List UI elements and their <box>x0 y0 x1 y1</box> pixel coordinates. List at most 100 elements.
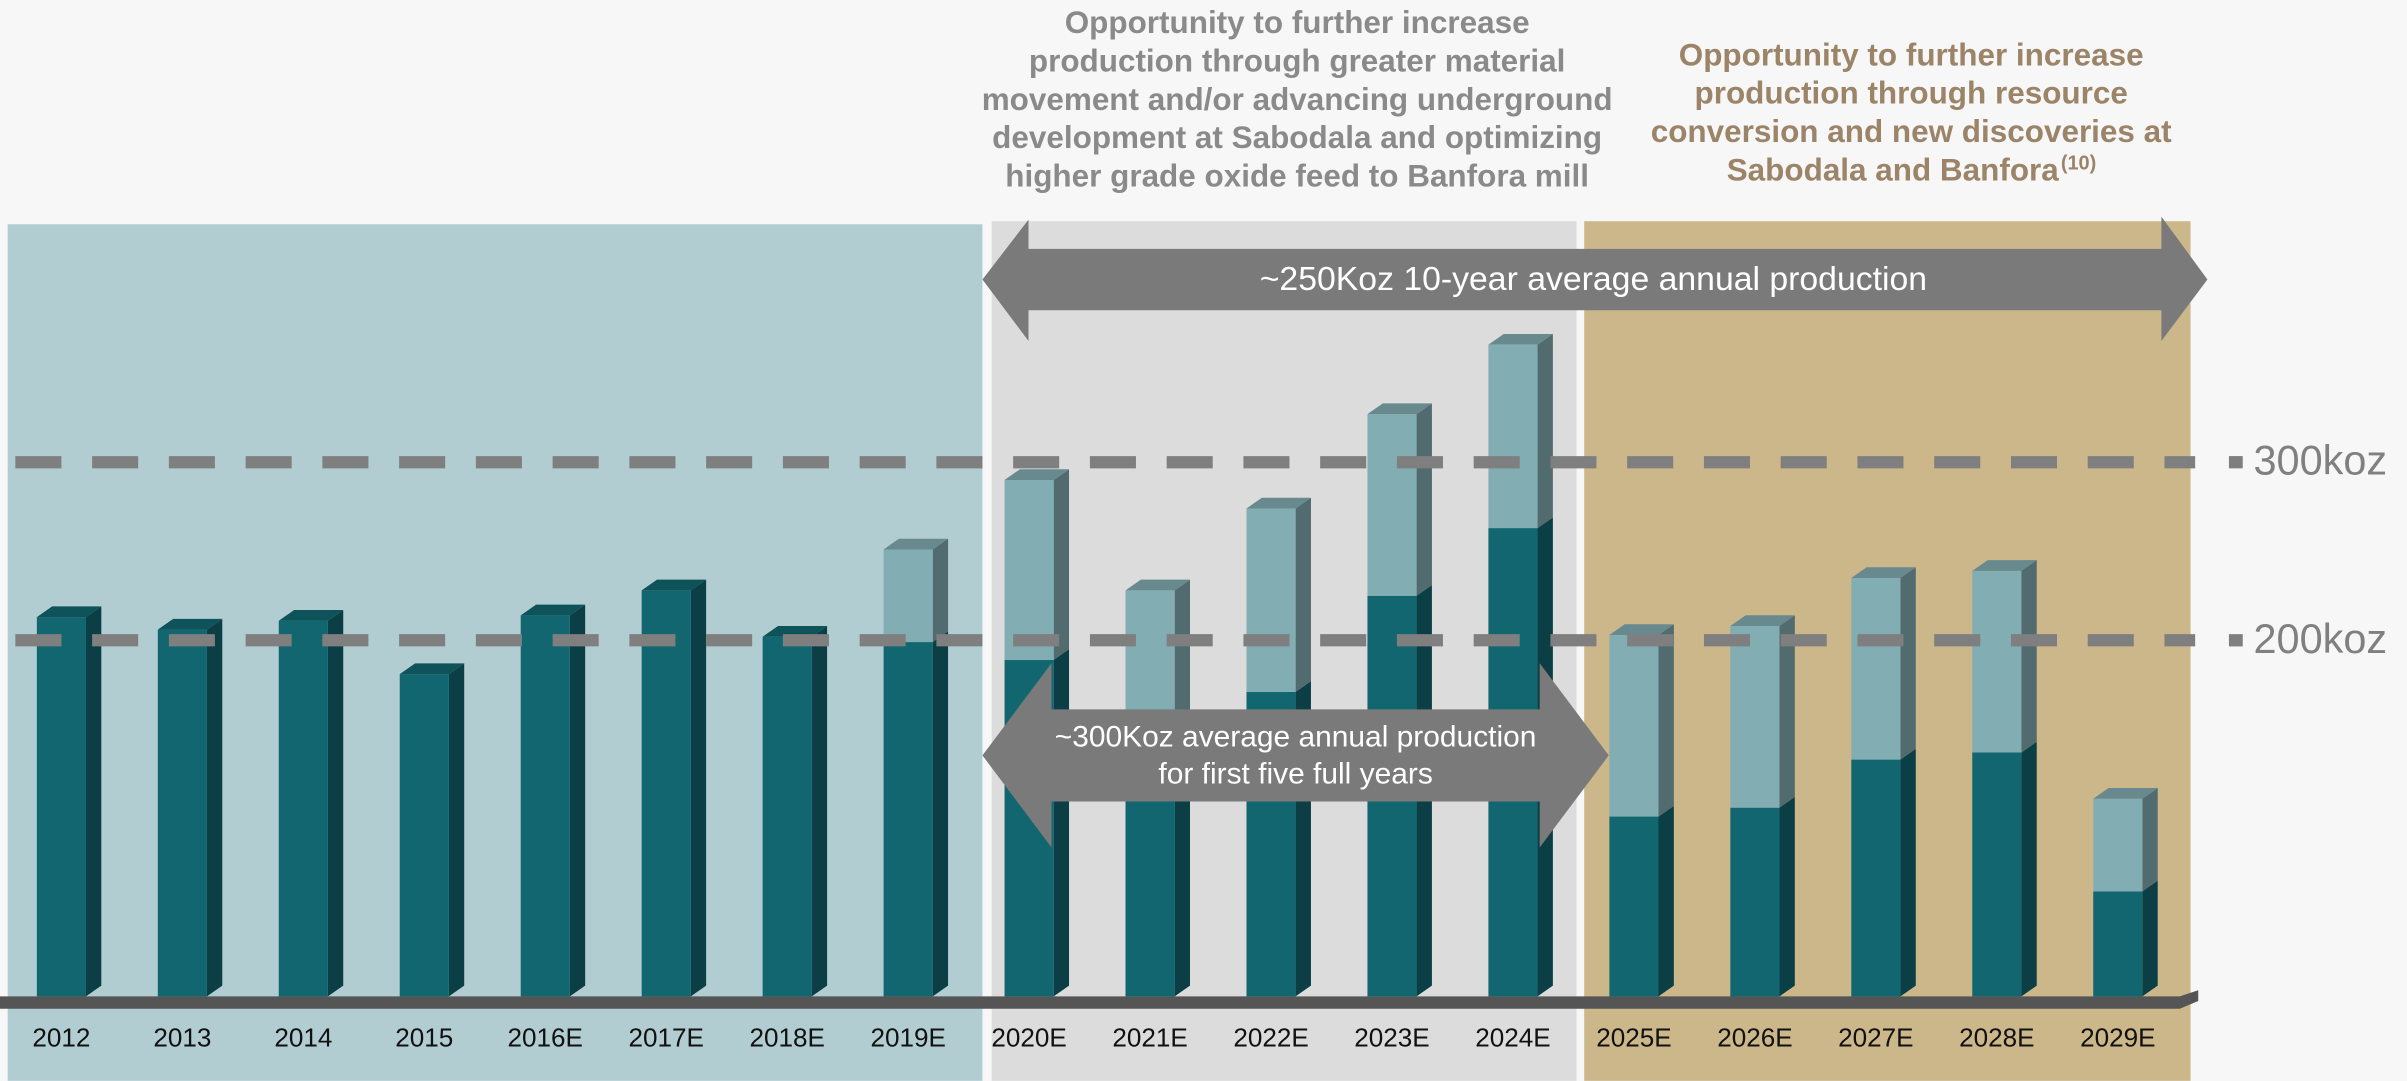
bar-segment <box>1972 741 2037 997</box>
historical-region <box>7 224 983 1081</box>
bar-side <box>1416 403 1432 596</box>
x-tick-label: 2014 <box>274 1022 332 1052</box>
bar-segment <box>1125 579 1190 730</box>
bar-top <box>1125 579 1190 591</box>
bar-segment <box>1972 560 2037 753</box>
floor <box>0 990 2199 1009</box>
bar-side <box>85 606 102 997</box>
bar-front <box>762 636 812 997</box>
bar-segment <box>1488 333 1553 529</box>
x-tick-label: 2027E <box>1838 1022 1913 1052</box>
bar-side <box>690 579 707 997</box>
tan-note: production through resource <box>1694 76 2127 111</box>
five-year-arrow-text: for first five full years <box>1158 757 1432 790</box>
bar-front <box>520 615 570 997</box>
x-tick-label: 2019E <box>870 1022 945 1052</box>
reference-label: 300koz <box>2253 437 2387 484</box>
bar-segment <box>399 663 465 997</box>
bar-top <box>1488 333 1553 345</box>
bar-segment <box>520 604 586 997</box>
bar-side <box>2021 560 2037 753</box>
bar-front <box>1246 508 1296 692</box>
bar-top <box>157 618 223 630</box>
bar-segment <box>1730 796 1795 997</box>
bar-front <box>883 642 933 997</box>
bar-top <box>1851 567 1916 578</box>
bar-top <box>1004 469 1070 481</box>
bar-side <box>1053 469 1070 660</box>
bar-segment <box>1609 624 1674 817</box>
gray-note: Opportunity to further increase <box>1065 5 1530 40</box>
bar-segment <box>1367 403 1432 596</box>
x-tick-label: 2023E <box>1354 1022 1429 1052</box>
bar-segment <box>762 625 828 997</box>
bar-side <box>932 538 949 643</box>
bar-side <box>2142 880 2158 997</box>
reference-marker <box>2228 456 2243 469</box>
bar-segment <box>278 609 344 997</box>
bar-front <box>1609 816 1659 997</box>
bar-side <box>1658 805 1674 997</box>
bar-top <box>2093 788 2158 799</box>
x-tick-label: 2025E <box>1596 1022 1671 1052</box>
bar-top <box>1367 403 1432 415</box>
bar-front <box>641 590 691 997</box>
bar-segment <box>2093 788 2158 892</box>
bar-front <box>1730 807 1780 997</box>
reference-label: 200koz <box>2253 615 2387 662</box>
bar-side <box>1900 567 1916 760</box>
bar-front <box>1730 626 1780 808</box>
bar-side <box>448 663 465 997</box>
x-tick-label: 2020E <box>991 1022 1066 1052</box>
bar-front <box>36 617 86 997</box>
bar-segment <box>1004 469 1070 660</box>
x-tick-label: 2029E <box>2080 1022 2155 1052</box>
bar-side <box>2021 741 2037 997</box>
five-year-arrow <box>982 663 1609 848</box>
bar-top <box>36 606 102 618</box>
annotations: Opportunity to further increaseproductio… <box>982 5 2172 194</box>
tan-note-superscript: (10) <box>2061 153 2096 175</box>
x-tick-label: 2026E <box>1717 1022 1792 1052</box>
bar-segment <box>1730 615 1795 808</box>
bar-front <box>1972 752 2022 997</box>
bar-front <box>399 674 449 997</box>
bar-segment <box>1851 748 1916 997</box>
bar-side <box>1900 748 1916 997</box>
bar-side <box>1537 333 1553 529</box>
bar-segment <box>883 631 949 997</box>
bar-front <box>883 549 933 643</box>
tan-note: conversion and new discoveries at <box>1651 114 2172 149</box>
bar-segment <box>1609 805 1674 997</box>
bar-front <box>2093 891 2143 997</box>
bar-top <box>520 604 586 616</box>
x-tick-label: 2021E <box>1112 1022 1187 1052</box>
bar-side <box>1779 615 1795 808</box>
gray-note: development at Sabodala and optimizing <box>992 120 1602 155</box>
bar-top <box>399 663 465 675</box>
bar-side <box>1295 497 1311 692</box>
reference-marker <box>2228 634 2243 647</box>
x-tick-label: 2012 <box>32 1022 90 1052</box>
bar-side <box>1053 649 1070 997</box>
x-tick-label: 2022E <box>1233 1022 1308 1052</box>
bar-top <box>883 538 949 550</box>
bar-front <box>157 629 207 997</box>
bar-segment <box>883 538 949 643</box>
ten-year-arrow <box>982 216 2208 341</box>
bar-top <box>641 579 707 591</box>
bar-segment <box>36 606 102 997</box>
bar-side <box>1779 796 1795 997</box>
bar-top <box>1730 615 1795 627</box>
gray-note: production through greater material <box>1029 43 1566 78</box>
bar-front <box>1004 480 1054 660</box>
five-year-arrow-text: ~300Koz average annual production <box>1055 720 1537 753</box>
gray-note: movement and/or advancing underground <box>982 82 1613 117</box>
x-tick-label: 2017E <box>629 1022 704 1052</box>
x-tick-label: 2016E <box>508 1022 583 1052</box>
bar-segment <box>157 618 223 997</box>
bar-side <box>1658 624 1674 817</box>
bar-front <box>1488 344 1538 529</box>
bar-top <box>1246 497 1311 509</box>
